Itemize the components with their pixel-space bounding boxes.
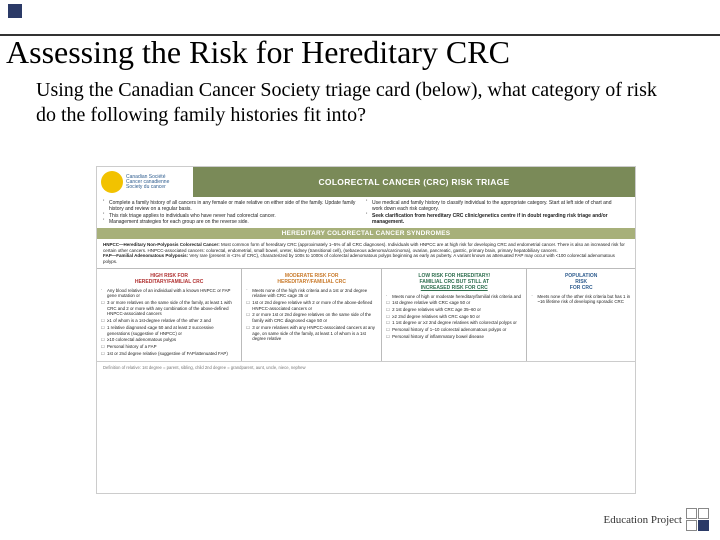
risk-item: 1st or 2nd degree relative with 2 or mor… <box>246 300 377 311</box>
risk-item: ≥2 2nd degree relatives with CRC ≤age 50… <box>386 314 522 320</box>
risk-head: LOW RISK FOR HEREDITARY/ FAMILIAL CRC BU… <box>386 273 522 291</box>
risk-item: 1 1st degree or ≥2 2nd degree relatives … <box>386 320 522 326</box>
risk-col-moderate: MODERATE RISK FOR HEREDITARY/FAMILIAL CR… <box>242 269 382 362</box>
head-line: HEREDITARY/FAMILIAL CRC <box>135 279 204 285</box>
risk-item: 1 relative diagnosed ≤age 50 and at leas… <box>101 325 237 336</box>
risk-lead: Meets none of the other risk criteria bu… <box>531 294 631 305</box>
slide-subtitle: Using the Canadian Cancer Society triage… <box>36 78 676 128</box>
risk-body: Meets none of high or moderate hereditar… <box>386 294 522 341</box>
risk-head: HIGH RISK FOR HEREDITARY/FAMILIAL CRC <box>101 273 237 285</box>
instructions-row: Complete a family history of all cancers… <box>97 197 635 228</box>
head-line: HEREDITARY/FAMILIAL CRC <box>277 279 346 285</box>
triage-card: Canadian Société Cancer canadienne Socie… <box>96 166 636 494</box>
card-footnote: Definition of relative: 1st degree = par… <box>97 361 635 373</box>
card-banner: COLORECTAL CANCER (CRC) RISK TRIAGE <box>193 167 635 197</box>
risk-col-high: HIGH RISK FOR HEREDITARY/FAMILIAL CRC An… <box>97 269 242 362</box>
org-logo: Canadian Société Cancer canadienne Socie… <box>97 167 193 197</box>
risk-item: 3 or more relatives on the same side of … <box>101 300 237 317</box>
risk-body: Meets none of the other risk criteria bu… <box>531 294 631 306</box>
syndromes-text: HNPCC—Hereditary Non-Polyposis Colorecta… <box>97 239 635 268</box>
risk-head: POPULATION RISK FOR CRC <box>531 273 631 291</box>
instruction: Use medical and family history to classi… <box>366 200 623 213</box>
risk-item: Personal history of a FAP <box>101 344 237 350</box>
risk-columns: HIGH RISK FOR HEREDITARY/FAMILIAL CRC An… <box>97 268 635 362</box>
risk-col-population: POPULATION RISK FOR CRC Meets none of th… <box>527 269 635 362</box>
risk-item: 3 or more relatives with any HNPCC-assoc… <box>246 325 377 342</box>
instruction: Seek clarification from hereditary CRC c… <box>366 213 623 226</box>
risk-lead: Meets none of high or moderate hereditar… <box>386 294 522 300</box>
instructions-left: Complete a family history of all cancers… <box>103 200 366 225</box>
risk-item: Personal history of 1–10 colorectal aden… <box>386 327 522 333</box>
instructions-right: Use medical and family history to classi… <box>366 200 629 225</box>
risk-col-low: LOW RISK FOR HEREDITARY/ FAMILIAL CRC BU… <box>382 269 527 362</box>
risk-lead: Any blood relative of an individual with… <box>101 288 237 299</box>
risk-lead: Meets none of the high risk criteria and… <box>246 288 377 299</box>
risk-item: 1st or 2nd degree relative (suggestive o… <box>101 351 237 357</box>
risk-item: 2 or more 1st or 2nd degree relatives on… <box>246 312 377 323</box>
hnpcc-label: HNPCC—Hereditary Non-Polyposis Colorecta… <box>103 242 220 247</box>
risk-head: MODERATE RISK FOR HEREDITARY/FAMILIAL CR… <box>246 273 377 285</box>
risk-item: 2 1st degree relatives with CRC age 35–6… <box>386 307 522 313</box>
risk-item: ≥1 of whom is a 1st-degree relative of t… <box>101 318 237 324</box>
fap-label: FAP—Familial Adenomatous Polyposis: <box>103 253 188 258</box>
footer-brand: Education Project <box>603 508 710 532</box>
instruction: Complete a family history of all cancers… <box>103 200 360 213</box>
org-line: Society du cancer <box>126 184 166 190</box>
org-name: Canadian Société Cancer canadienne Socie… <box>126 175 169 190</box>
slide-bullet-accent <box>8 4 22 18</box>
instruction: Management strategies for each group are… <box>103 219 360 225</box>
footer-brand-text: Education Project <box>603 514 682 526</box>
risk-item: ≥10 colorectal adenomatous polyps <box>101 337 237 343</box>
slide-title: Assessing the Risk for Hereditary CRC <box>6 36 714 70</box>
daffodil-icon <box>101 171 123 193</box>
syndromes-header: HEREDITARY COLORECTAL CANCER SYNDROMES <box>97 228 635 239</box>
risk-item: Personal history of inflammatory bowel d… <box>386 334 522 340</box>
risk-body: Any blood relative of an individual with… <box>101 288 237 358</box>
risk-body: Meets none of the high risk criteria and… <box>246 288 377 343</box>
risk-item: 1st degree relative with CRC ≤age 50 or <box>386 300 522 306</box>
head-line: INCREASED RISK FOR CRC <box>421 285 488 291</box>
head-line: FOR CRC <box>570 285 593 291</box>
puzzle-icon <box>686 508 710 532</box>
card-header: Canadian Société Cancer canadienne Socie… <box>97 167 635 197</box>
